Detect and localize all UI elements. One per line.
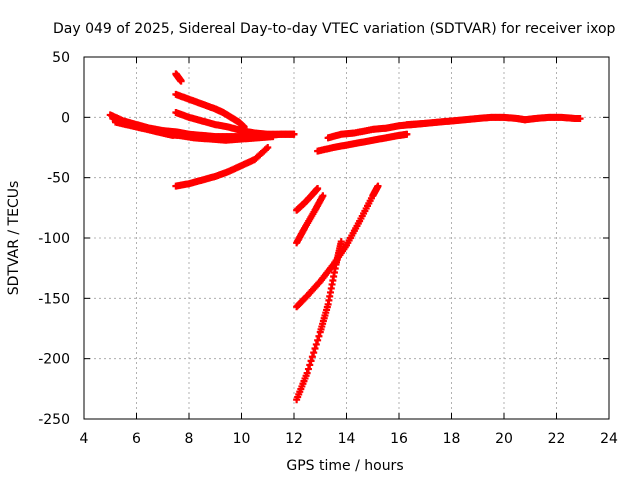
- x-axis-label: GPS time / hours: [286, 458, 403, 474]
- x-tick-label: 10: [233, 431, 251, 447]
- data-series-arc-6: [172, 109, 298, 138]
- data-point: [319, 192, 327, 200]
- x-tick-label: 24: [600, 431, 618, 447]
- data-point: [307, 357, 315, 365]
- data-series-arc-14: [403, 113, 529, 129]
- data-series-arc-4: [172, 70, 185, 85]
- x-tick-label: 6: [132, 431, 141, 447]
- data-point: [311, 345, 319, 353]
- x-tick-label: 12: [285, 431, 303, 447]
- data-series-arc-3: [112, 118, 177, 139]
- data-point: [290, 130, 298, 138]
- data-series-arc-11: [293, 238, 345, 404]
- y-tick-label: -200: [38, 352, 70, 368]
- y-tick-label: -250: [38, 412, 70, 428]
- data-point: [314, 185, 322, 193]
- data-points: [106, 70, 584, 404]
- data-point: [315, 332, 323, 340]
- data-series-arc-9: [293, 192, 327, 247]
- data-series-arc-8: [293, 185, 322, 214]
- data-point: [337, 238, 345, 246]
- data-point: [306, 361, 314, 369]
- x-tick-label: 18: [443, 431, 461, 447]
- data-point: [308, 353, 316, 361]
- data-point: [576, 115, 584, 123]
- y-tick-label: -100: [38, 231, 70, 247]
- x-tick-label: 16: [390, 431, 408, 447]
- data-series-arc-5: [172, 90, 248, 131]
- data-series-arc-7: [172, 144, 272, 190]
- data-point: [303, 369, 311, 377]
- data-point: [169, 131, 177, 139]
- data-point: [310, 349, 318, 357]
- data-point: [264, 144, 272, 151]
- chart-title: Day 049 of 2025, Sidereal Day-to-day VTE…: [53, 21, 616, 37]
- data-point: [177, 77, 185, 85]
- data-point: [403, 130, 411, 138]
- y-tick-label: -150: [38, 291, 70, 307]
- x-tick-label: 8: [185, 431, 194, 447]
- grid-lines: [84, 57, 609, 419]
- y-tick-label: 0: [61, 110, 70, 126]
- data-point: [304, 365, 312, 373]
- x-tick-label: 14: [338, 431, 356, 447]
- y-axis-label: SDTVAR / TECUs: [6, 181, 22, 296]
- data-point: [314, 336, 322, 344]
- data-series-arc-12: [314, 130, 411, 155]
- x-tick-label: 20: [495, 431, 513, 447]
- axis-ticks: 4 6 8 10 12 14 16 18 20 22 24 -250 -200 -150 -100 -50 0 5…: [38, 50, 618, 447]
- x-tick-label: 22: [548, 431, 566, 447]
- data-point: [312, 340, 320, 348]
- y-tick-label: -50: [47, 171, 70, 187]
- data-point: [374, 182, 382, 190]
- y-tick-label: 50: [52, 50, 70, 66]
- x-tick-label: 4: [80, 431, 89, 447]
- data-series-arc-15: [521, 113, 584, 124]
